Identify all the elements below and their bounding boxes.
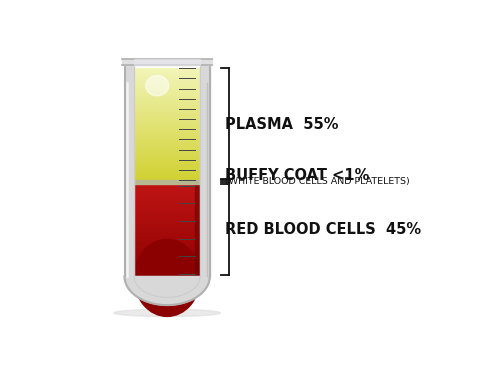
Bar <box>134 59 200 65</box>
Ellipse shape <box>146 76 169 96</box>
Bar <box>200 65 210 279</box>
Text: RED BLOOD CELLS  45%: RED BLOOD CELLS 45% <box>225 222 422 237</box>
Text: PLASMA  55%: PLASMA 55% <box>225 117 339 132</box>
Bar <box>122 59 212 65</box>
Ellipse shape <box>134 240 200 317</box>
Polygon shape <box>124 276 210 305</box>
Text: BUFFY COAT <1%: BUFFY COAT <1% <box>225 168 370 183</box>
Ellipse shape <box>114 309 220 317</box>
Bar <box>196 184 200 281</box>
Bar <box>124 65 134 279</box>
Bar <box>134 180 200 184</box>
Text: (WHITE BLOOD CELLS AND PLATELETS): (WHITE BLOOD CELLS AND PLATELETS) <box>225 177 410 185</box>
